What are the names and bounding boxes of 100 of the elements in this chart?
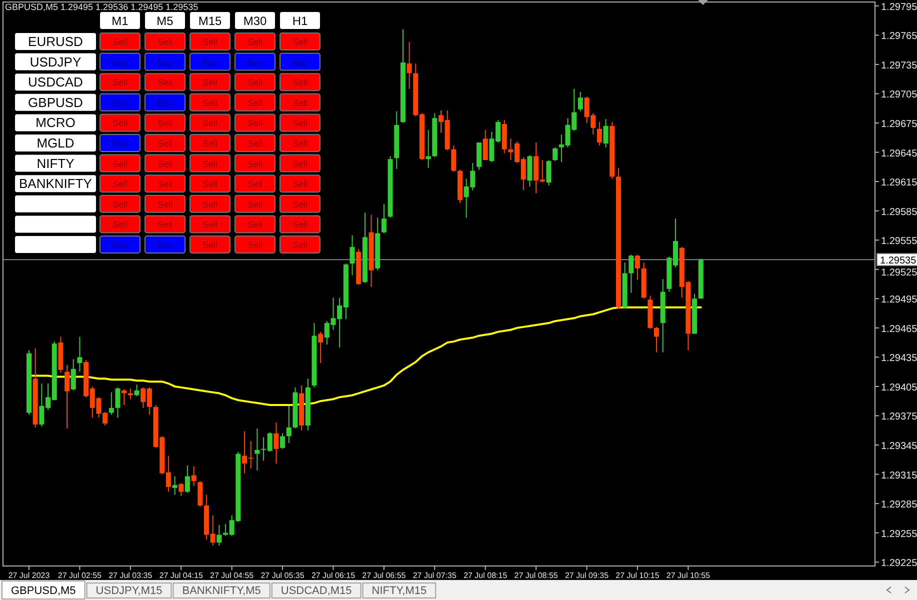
y-tick-label: 1.29555 xyxy=(881,236,917,248)
y-tick-label: 1.29525 xyxy=(881,268,917,279)
candlestick xyxy=(654,326,659,353)
x-tick-label: 27 Jul 10:15 xyxy=(616,571,660,580)
y-tick-label: 1.29225 xyxy=(881,558,917,570)
category-label: BANKNIFTY xyxy=(19,176,92,192)
candlestick xyxy=(280,432,286,450)
x-tick-label: 27 Jul 06:55 xyxy=(362,571,406,580)
text: Sell xyxy=(112,37,128,47)
candlestick xyxy=(552,146,558,162)
x-tick-label: 27 Jul 2023 xyxy=(8,571,50,580)
chart-title: GBPUSD,M5 1.29495 1.29536 1.29495 1.29535 xyxy=(5,2,198,12)
text: Buy xyxy=(112,98,128,108)
x-tick-label: 27 Jul 08:15 xyxy=(464,571,508,580)
category-label: M1 xyxy=(112,14,129,28)
text: Sell xyxy=(157,199,173,210)
y-tick-label: 1.29405 xyxy=(881,382,917,394)
text: Buy xyxy=(292,57,308,68)
candlestick xyxy=(134,384,140,397)
text: BANKNIFTY,M5 xyxy=(182,585,261,597)
text: Sell xyxy=(202,138,218,148)
text: Sell xyxy=(157,138,173,148)
text: Sell xyxy=(292,138,308,148)
candlestick xyxy=(578,91,583,112)
candlestick xyxy=(426,129,431,168)
candlestick xyxy=(482,129,488,161)
y-tick-label: 1.29285 xyxy=(881,500,917,511)
y-tick-label: 1.29435 xyxy=(881,353,917,364)
text: Sell xyxy=(157,158,173,169)
candlestick xyxy=(318,331,324,364)
candlestick xyxy=(108,392,114,416)
x-tick-label: 27 Jul 08:55 xyxy=(514,571,558,580)
candlestick xyxy=(350,234,355,276)
text: Sell xyxy=(202,118,218,128)
x-tick-label: 27 Jul 06:15 xyxy=(311,571,356,580)
y-tick-label: 1.29765 xyxy=(881,31,917,42)
text: GBPUSD,M5 xyxy=(11,585,76,597)
candlestick xyxy=(381,203,386,234)
category-label: MCRO xyxy=(36,115,76,130)
x-tick-label: 27 Jul 10:55 xyxy=(666,571,711,580)
text: USDJPY,M15 xyxy=(96,585,162,597)
candlestick xyxy=(122,388,127,406)
ref-line-label: 1.29535 xyxy=(880,256,917,267)
candlestick xyxy=(628,254,634,294)
x-tick-label: 27 Jul 07:35 xyxy=(412,571,457,580)
text: Sell xyxy=(202,98,218,108)
category-label: EURUSD xyxy=(28,34,83,49)
text: Sell xyxy=(247,220,263,230)
candlestick xyxy=(546,160,552,186)
text: Sell xyxy=(292,37,308,47)
candlestick xyxy=(178,482,184,496)
category-label: USDJPY xyxy=(30,54,82,70)
text: Sell xyxy=(247,78,263,88)
y-tick-label: 1.29345 xyxy=(881,441,917,452)
text: Sell xyxy=(112,78,128,88)
y-tick-label: 1.29585 xyxy=(881,206,917,218)
category-label: USDCAD xyxy=(28,74,83,90)
y-tick-label: 1.29315 xyxy=(881,470,917,482)
category-label: M15 xyxy=(198,14,222,28)
candlestick xyxy=(254,428,260,471)
candlestick xyxy=(172,476,178,496)
text: Buy xyxy=(112,57,128,68)
candlestick xyxy=(216,524,222,546)
text: Sell xyxy=(112,158,128,169)
candlestick xyxy=(70,358,76,391)
text: Sell xyxy=(202,37,218,47)
text: Sell xyxy=(292,98,308,108)
candlestick xyxy=(634,254,640,281)
category-label: GBPUSD xyxy=(28,94,83,110)
x-tick-label: 27 Jul 03:35 xyxy=(108,571,153,580)
y-tick-label: 1.29465 xyxy=(881,324,917,335)
y-tick-label: 1.29255 xyxy=(881,528,917,540)
candlestick xyxy=(406,42,412,90)
text: NIFTY,M15 xyxy=(372,585,427,597)
text: Sell xyxy=(247,98,263,108)
text: Sell xyxy=(247,118,263,128)
text: Sell xyxy=(202,179,218,190)
candlestick xyxy=(274,422,279,464)
text: Sell xyxy=(112,179,128,190)
category-label: M5 xyxy=(156,14,174,28)
text: USDCAD,M15 xyxy=(280,585,352,597)
text: Sell xyxy=(157,179,173,190)
text: Sell xyxy=(112,199,128,210)
text: Buy xyxy=(247,57,263,68)
x-tick-label: 27 Jul 05:35 xyxy=(260,571,305,580)
x-tick-label: 27 Jul 02:55 xyxy=(58,571,102,580)
y-tick-label: 1.29675 xyxy=(881,118,917,130)
candlestick xyxy=(184,464,190,494)
candlestick xyxy=(451,144,456,172)
candlestick xyxy=(115,386,120,418)
candlestick xyxy=(603,118,608,148)
category-label: MGLD xyxy=(36,136,74,150)
text: Sell xyxy=(112,118,128,128)
text: Sell xyxy=(292,78,308,88)
y-tick-label: 1.29645 xyxy=(881,148,917,160)
text: Sell xyxy=(247,158,263,169)
text: Buy xyxy=(157,57,173,68)
candlestick xyxy=(77,336,82,372)
text: Sell xyxy=(292,199,308,210)
x-tick-label: 27 Jul 04:55 xyxy=(210,571,254,580)
